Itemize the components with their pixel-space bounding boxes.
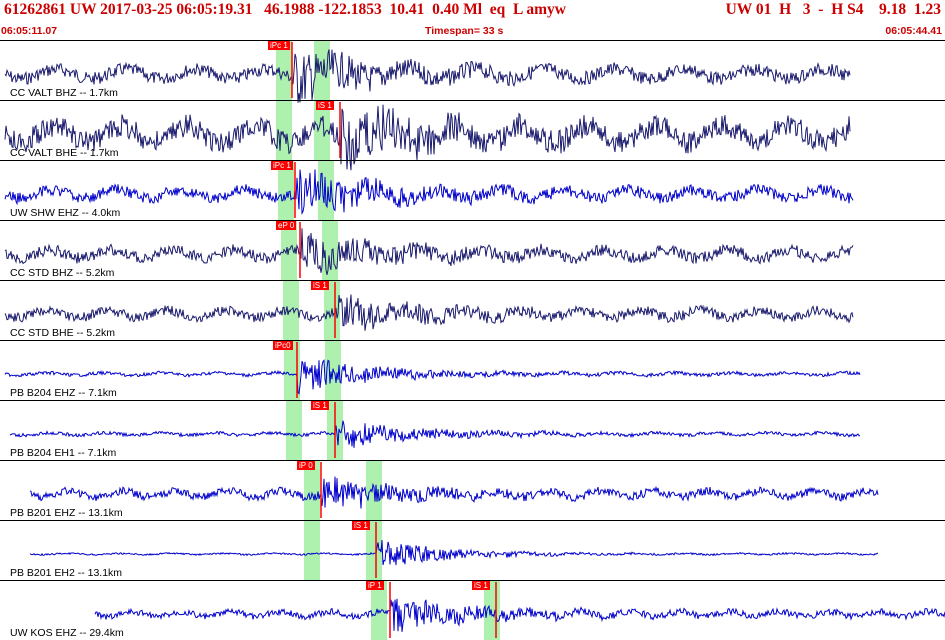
trace-separator bbox=[0, 580, 945, 581]
waveform-trace[interactable] bbox=[29, 539, 879, 566]
trace-label: PB B204 EH1 -- 7.1km bbox=[10, 447, 117, 459]
start-time: 06:05:11.07 bbox=[1, 25, 58, 37]
pick-window bbox=[286, 400, 302, 460]
pick-flag[interactable]: iPc0 bbox=[273, 341, 293, 350]
trace-label: UW SHW EHZ -- 4.0km bbox=[10, 207, 121, 219]
trace-label: CC STD BHZ -- 5.2km bbox=[10, 267, 115, 279]
trace-label: CC VALT BHE -- 1.7km bbox=[10, 147, 119, 159]
waveform-trace[interactable] bbox=[4, 49, 851, 103]
trace-separator bbox=[0, 460, 945, 461]
pick-window bbox=[304, 520, 320, 580]
trace-label: CC STD BHE -- 5.2km bbox=[10, 327, 116, 339]
waveform-trace[interactable] bbox=[94, 598, 945, 632]
waveform-trace[interactable] bbox=[4, 294, 854, 331]
pick-flag[interactable]: iPc 1 bbox=[271, 161, 293, 170]
pick-window bbox=[304, 460, 320, 520]
trace-label: PB B201 EHZ -- 13.1km bbox=[10, 507, 123, 519]
trace-separator bbox=[0, 220, 945, 221]
pick-window bbox=[322, 220, 338, 280]
pick-flag[interactable]: iP 0 bbox=[297, 461, 315, 470]
pick-flag[interactable]: iS 1 bbox=[311, 401, 329, 410]
trace-separator bbox=[0, 100, 945, 101]
pick-flag[interactable]: iS 1 bbox=[316, 101, 334, 110]
event-title: 61262861 UW 2017-03-25 06:05:19.31 46.19… bbox=[4, 1, 566, 18]
pick-flag[interactable]: iP 1 bbox=[366, 581, 384, 590]
waveform-trace[interactable] bbox=[4, 359, 861, 395]
trace-separator bbox=[0, 280, 945, 281]
pick-window bbox=[366, 520, 382, 580]
waveform-trace[interactable] bbox=[4, 228, 854, 275]
trace-separator bbox=[0, 340, 945, 341]
trace-separator bbox=[0, 160, 945, 161]
trace-separator bbox=[0, 40, 945, 41]
trace-label: UW KOS EHZ -- 29.4km bbox=[10, 627, 124, 639]
pick-flag[interactable]: iS 1 bbox=[472, 581, 490, 590]
waveform-trace[interactable] bbox=[4, 169, 854, 215]
trace-label: CC VALT BHZ -- 1.7km bbox=[10, 87, 118, 99]
trace-separator bbox=[0, 520, 945, 521]
pick-window bbox=[278, 160, 294, 220]
waveform-trace[interactable] bbox=[9, 420, 860, 448]
waveform-trace[interactable] bbox=[4, 104, 851, 171]
pick-window bbox=[314, 100, 330, 160]
waveform-trace[interactable] bbox=[29, 476, 879, 509]
trace-separator bbox=[0, 400, 945, 401]
event-summary: UW 01 H 3 - H S4 9.18 1.23 bbox=[725, 1, 941, 18]
pick-window bbox=[284, 340, 300, 400]
pick-flag[interactable]: iPc 1 bbox=[268, 41, 290, 50]
pick-window bbox=[276, 40, 292, 100]
trace-label: PB B204 EHZ -- 7.1km bbox=[10, 387, 117, 399]
timespan-label: Timespan= 33 s bbox=[425, 25, 504, 37]
event-header: 61262861 UW 2017-03-25 06:05:19.31 46.19… bbox=[0, 0, 945, 20]
pick-flag[interactable]: iS 1 bbox=[352, 521, 370, 530]
pick-flag[interactable]: iS 1 bbox=[311, 281, 329, 290]
trace-label: PB B201 EH2 -- 13.1km bbox=[10, 567, 123, 579]
end-time: 06:05:44.41 bbox=[885, 25, 942, 37]
pick-flag[interactable]: eP 0 bbox=[276, 221, 297, 230]
